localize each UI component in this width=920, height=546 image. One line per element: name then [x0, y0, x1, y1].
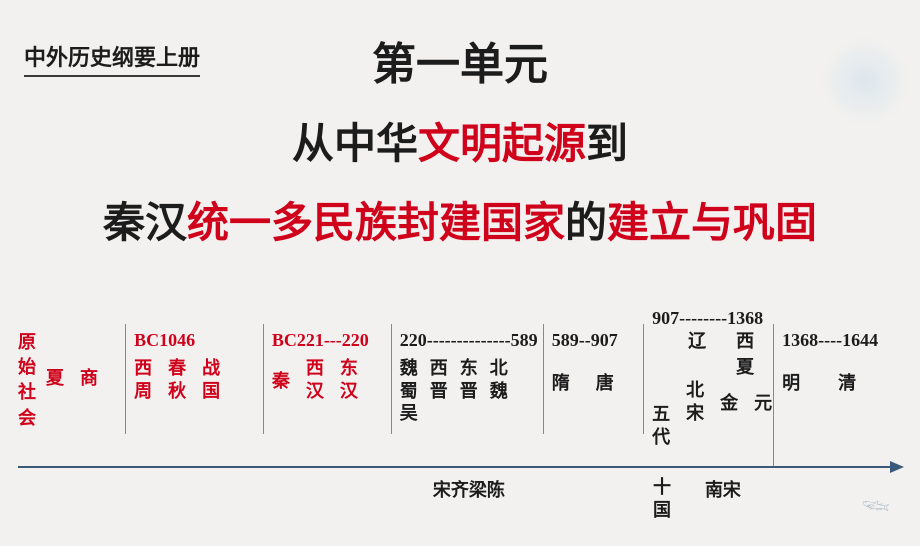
timeline-col-prehistory: 原 始 社 会 夏 商 [18, 324, 126, 434]
dynasty-xixia: 西夏 [736, 327, 765, 379]
dynasty-wudai: 五 代 [652, 403, 672, 448]
char: 西 [430, 357, 450, 380]
dynasty-west-jin: 西 晋 [430, 357, 450, 425]
char: 春 [168, 357, 188, 380]
timeline-col-suitang: 589--907 隋 唐 [544, 324, 644, 434]
date-range: 1368----1644 [782, 330, 894, 351]
dynasty-ming: 明 [782, 369, 802, 395]
char: 始 [18, 355, 36, 380]
timeline-col-qinhan: BC221---220 秦 西 汉 东 汉 [264, 324, 392, 434]
char: 会 [18, 406, 36, 431]
dynasty-xia: 夏 [46, 364, 66, 390]
dynasty-north-song: 北 宋 [686, 379, 706, 448]
date-range: 220--------------589 [400, 330, 535, 351]
date-range: 589--907 [552, 330, 635, 351]
below-spacer [127, 476, 265, 521]
char: 国 [202, 380, 222, 403]
text-red: 统一多民族封建国家 [187, 201, 565, 247]
timeline-col-songyuan: 907--------1368 辽 西夏 五 代 北 宋 金 元 [644, 324, 774, 466]
char: 原 [18, 330, 36, 355]
text-black: 的 [565, 201, 607, 247]
below-spacer [18, 476, 127, 521]
timeline-col-zhou: BC1046 西 周 春 秋 战 国 [126, 324, 264, 434]
timeline-below-row: 宋齐梁陈 十 国 南宋 [18, 476, 902, 521]
dynasty-shiguo: 十 国 [653, 476, 671, 521]
book-label: 中外历史纲要上册 [24, 40, 200, 77]
char: 吴 [400, 402, 420, 425]
char: 魏 [400, 357, 420, 380]
dynasty-west-zhou: 西 周 [134, 357, 154, 402]
subtitle-line-2: 秦汉统一多民族封建国家的建立与巩固 [0, 189, 920, 250]
date-range: 907--------1368 [652, 308, 765, 329]
char: 北 [490, 357, 510, 380]
below-songyuan: 十 国 南宋 [645, 476, 774, 521]
dynasty-north-wei: 北 魏 [490, 357, 510, 425]
decorative-fish-icon: 𓆝 [862, 490, 890, 526]
char: 十 [653, 476, 671, 499]
char: 东 [340, 357, 360, 380]
char: 西 [306, 357, 326, 380]
char: 战 [202, 357, 222, 380]
char: 汉 [306, 380, 326, 403]
char: 社 [18, 380, 36, 405]
text-black: 秦汉 [103, 201, 187, 247]
char: 周 [134, 380, 154, 403]
timeline-arrow [18, 466, 902, 468]
dynasty-jin: 金 [720, 389, 740, 448]
dynasty-east-han: 东 汉 [340, 357, 360, 402]
timeline-row: 原 始 社 会 夏 商 BC1046 西 周 春 [18, 324, 902, 466]
char: 五 [652, 403, 672, 426]
era-label-primitive: 原 始 社 会 [18, 330, 36, 431]
date-range: BC221---220 [272, 330, 383, 351]
dynasty-tang: 唐 [596, 369, 616, 395]
char: 代 [652, 426, 672, 449]
timeline: 原 始 社 会 夏 商 BC1046 西 周 春 [18, 324, 902, 466]
dynasty-west-han: 西 汉 [306, 357, 326, 402]
char: 晋 [460, 380, 480, 403]
timeline-col-mingqing: 1368----1644 明 清 [774, 324, 902, 434]
text-black: 到 [586, 122, 628, 168]
dynasty-zhanguo: 战 国 [202, 357, 222, 402]
dynasty-three-kingdoms: 魏 蜀 吴 [400, 357, 420, 425]
below-spacer [544, 476, 645, 521]
text-red: 文明起源 [418, 122, 586, 168]
dynasty-qing: 清 [838, 369, 858, 395]
dynasty-shang: 商 [80, 364, 100, 390]
dynasty-qin: 秦 [272, 367, 292, 393]
dynasty-sui: 隋 [552, 369, 572, 395]
timeline-col-weijin: 220--------------589 魏 蜀 吴 西 晋 东 晋 北 魏 [392, 324, 544, 434]
below-southern-dyn: 宋齐梁陈 [394, 476, 544, 521]
char: 晋 [430, 380, 450, 403]
dynasty-east-jin: 东 晋 [460, 357, 480, 425]
dynasty-yuan: 元 [754, 389, 774, 448]
char: 秋 [168, 380, 188, 403]
text-red: 建立与巩固 [607, 201, 817, 247]
char: 东 [460, 357, 480, 380]
below-spacer [265, 476, 394, 521]
char: 北 [686, 379, 706, 402]
char: 汉 [340, 380, 360, 403]
char: 西 [134, 357, 154, 380]
date-range: BC1046 [134, 330, 255, 351]
char: 魏 [490, 380, 510, 403]
dynasty-south-song: 南宋 [705, 476, 741, 521]
text-black: 从中华 [292, 122, 418, 168]
dynasty-liao: 辽 [688, 327, 708, 379]
char: 蜀 [400, 380, 420, 403]
subtitle-line-1: 从中华文明起源到 [0, 110, 920, 171]
decorative-circle [820, 36, 910, 126]
dynasty-chunqiu: 春 秋 [168, 357, 188, 402]
char: 宋 [686, 402, 706, 425]
